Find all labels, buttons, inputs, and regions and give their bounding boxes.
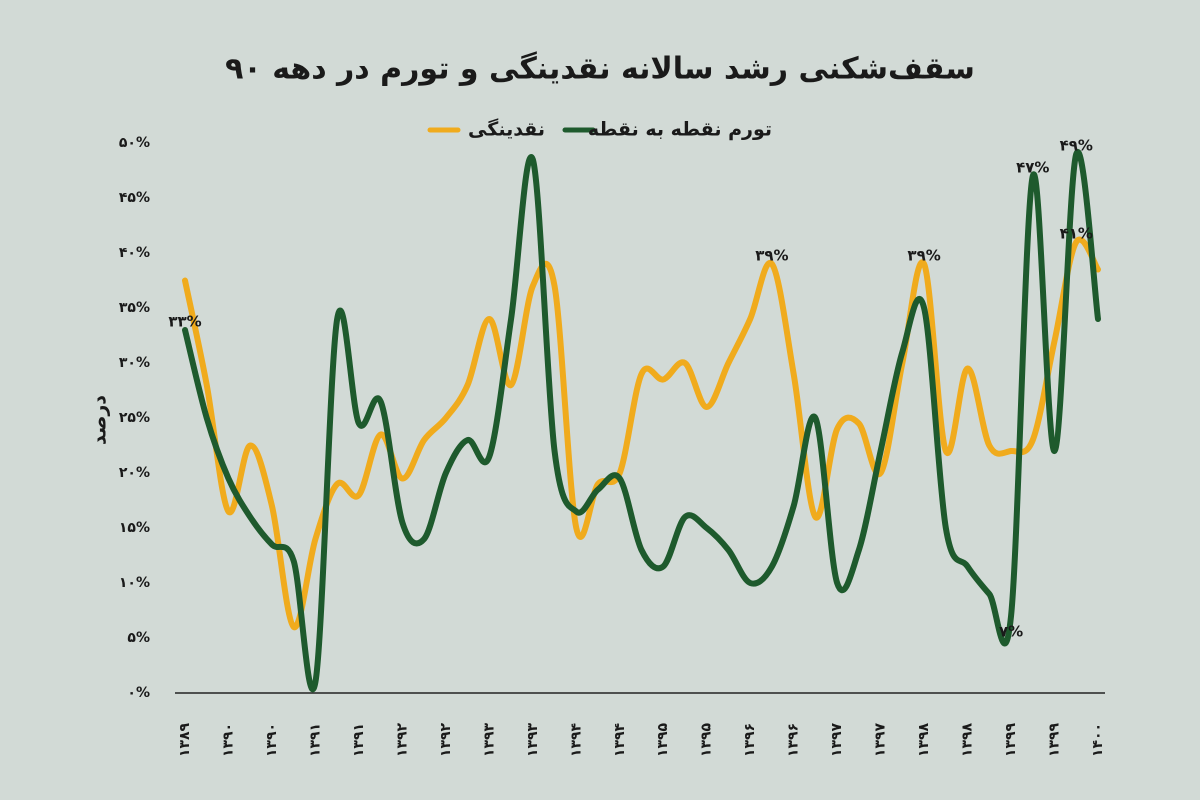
y-tick-label: ۲۵% <box>119 410 150 426</box>
x-tick-label: ۱۳۹۰ <box>264 723 280 757</box>
y-axis-label: درصد <box>89 395 111 445</box>
y-tick-label: ۴۵% <box>119 190 150 206</box>
x-tick-label: ۱۳۹۵ <box>699 722 715 757</box>
x-tick-label: ۱۳۹۴ <box>568 722 584 757</box>
x-tick-label: ۱۳۹۶ <box>742 723 758 757</box>
x-tick-label: ۱۳۹۴ <box>612 722 628 757</box>
x-tick-label: ۱۳۹۸ <box>916 722 932 757</box>
x-tick-label: ۱۳۹۷ <box>829 722 845 757</box>
data-label: ۳۹% <box>907 247 940 265</box>
x-tick-label: ۱۳۹۰ <box>220 723 236 757</box>
x-tick-label: ۱۳۹۳ <box>525 722 541 757</box>
x-tick-label: ۱۳۹۲ <box>394 722 410 757</box>
y-tick-label: ۱۵% <box>119 520 150 536</box>
x-tick-label: ۱۳۹۹ <box>1047 722 1063 757</box>
y-tick-label: ۳۰% <box>119 355 150 371</box>
data-label: ۷% <box>999 623 1023 641</box>
x-tick-label: ۱۳۹۷ <box>873 722 889 757</box>
x-tick-label: ۱۳۹۹ <box>1003 722 1019 757</box>
chart-title: سقف‌شکنی رشد سالانه نقدینگی و تورم در ده… <box>225 51 975 87</box>
data-label: ۴۹% <box>1060 137 1093 155</box>
x-tick-label: ۱۳۸۹ <box>177 722 193 757</box>
x-tick-label: ۱۳۹۱ <box>351 723 367 757</box>
y-tick-label: ۵% <box>127 630 150 646</box>
y-tick-label: ۵۰% <box>119 135 150 151</box>
series-line <box>182 148 1101 693</box>
x-tick-label: ۱۴۰۰ <box>1090 723 1106 757</box>
y-tick-label: ۳۵% <box>119 300 150 316</box>
y-tick-label: ۴۰% <box>119 245 150 261</box>
x-tick-label: ۱۳۹۱ <box>307 723 323 757</box>
legend-label: نقدینگی <box>468 118 545 141</box>
y-tick-label: ۲۰% <box>119 465 150 481</box>
data-label: ۳۳% <box>168 313 201 331</box>
legend-label: تورم نقطه به نقطه <box>588 119 772 141</box>
data-label: ۴۷% <box>1016 159 1049 177</box>
x-tick-label: ۱۳۹۲ <box>438 722 454 757</box>
x-tick-label: ۱۳۹۵ <box>655 722 671 757</box>
y-tick-label: ۰% <box>127 685 150 701</box>
x-tick-label: ۱۳۹۶ <box>786 723 802 757</box>
x-tick-label: ۱۳۹۸ <box>960 722 976 757</box>
data-label: ۳۹% <box>755 247 788 265</box>
y-tick-label: ۱۰% <box>119 575 150 591</box>
x-tick-label: ۱۳۹۳ <box>481 722 497 757</box>
data-label: ۴۱% <box>1060 225 1093 243</box>
